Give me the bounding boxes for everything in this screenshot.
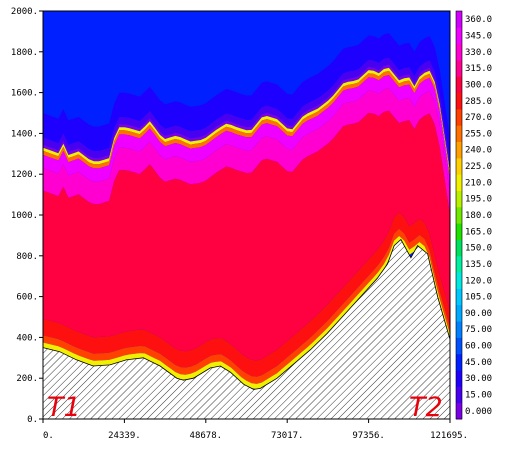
inversion-layer-violet <box>43 64 450 173</box>
y-tick-label: 1800. <box>11 48 38 58</box>
colorbar-label: 240.0 <box>465 146 492 156</box>
y-axis: 0. 200. 400. 600. 800. 1000. 1200. 1400. 1600. 18… <box>11 7 43 425</box>
colorbar-label: 195.0 <box>465 195 492 205</box>
y-tick-label: 1400. <box>11 129 38 139</box>
colorbar-label: 255.0 <box>465 129 492 139</box>
y-tick-label: 800. <box>16 252 38 262</box>
colorbar-label: 345.0 <box>465 32 492 42</box>
colorbar-swatch <box>456 239 462 257</box>
x-tick-label: 24339. <box>108 431 141 441</box>
y-tick-label: 1200. <box>11 170 38 180</box>
colorbar-label: 150.0 <box>465 244 492 254</box>
y-tick-label: 0. <box>27 415 38 425</box>
colorbar-swatch <box>456 92 462 110</box>
inversion-layer-orange <box>43 70 450 180</box>
colorbar-label: 285.0 <box>465 97 492 107</box>
colorbar-label: 45.00 <box>465 358 492 368</box>
inversion-layer-yellow <box>43 67 450 176</box>
colorbar-label: 60.00 <box>465 342 492 352</box>
y-tick-label: 400. <box>16 333 38 343</box>
near-surface-orange <box>43 228 450 384</box>
colorbar-label: 315.0 <box>465 64 492 74</box>
colorbar-label: 300.0 <box>465 80 492 90</box>
field-contours <box>43 11 450 419</box>
colorbar-swatch <box>456 157 462 175</box>
colorbar-swatch <box>456 141 462 159</box>
colorbar-swatch <box>456 76 462 94</box>
colorbar-label: 90.00 <box>465 309 492 319</box>
colorbar-swatch <box>456 125 462 142</box>
colorbar-swatch <box>456 108 462 126</box>
colorbar-swatch <box>456 337 462 355</box>
colorbar-swatch <box>456 206 462 224</box>
mid-pink-band <box>43 88 450 215</box>
upper-blue-band <box>43 33 450 163</box>
colorbar-swatch <box>456 223 462 240</box>
colorbar-swatch <box>456 386 462 404</box>
colorbar: 0.000 15.00 30.00 45.00 60.00 75.00 90.00 105.0… <box>455 10 492 420</box>
colorbar-label: 105.0 <box>465 293 492 303</box>
y-tick-label: 1000. <box>11 211 38 221</box>
colorbar-label: 15.00 <box>465 391 492 401</box>
near-surface-yellow <box>43 236 450 389</box>
colorbar-swatch <box>456 27 462 45</box>
colorbar-label: 135.0 <box>465 260 492 270</box>
colorbar-label: 120.0 <box>465 276 492 286</box>
y-tick-label: 2000. <box>11 7 38 17</box>
terrain-profile <box>43 238 450 419</box>
colorbar-swatch <box>456 370 462 387</box>
x-tick-label: 0. <box>43 431 54 441</box>
marker-t2: T2 <box>409 392 443 423</box>
x-tick-label: 48678. <box>190 431 223 441</box>
colorbar-label: 330.0 <box>465 48 492 58</box>
x-tick-label: 73017. <box>271 431 304 441</box>
colorbar-swatch <box>456 402 462 420</box>
colorbar-frame <box>455 10 463 420</box>
mid-magenta-band <box>43 75 450 193</box>
colorbar-swatch <box>456 60 462 77</box>
plot-area <box>43 11 450 419</box>
colorbar-swatch <box>456 353 462 371</box>
colorbar-swatch <box>456 11 462 28</box>
colorbar-label: 30.00 <box>465 374 492 384</box>
colorbar-label: 270.0 <box>465 113 492 123</box>
boundary-layer-red <box>43 110 450 361</box>
colorbar-swatch <box>456 174 462 191</box>
y-tick-label: 600. <box>16 293 38 303</box>
colorbar-label: 180.0 <box>465 211 492 221</box>
x-tick-label: 97356. <box>352 431 385 441</box>
colorbar-swatch <box>456 43 462 61</box>
colorbar-swatch <box>456 321 462 338</box>
colorbar-swatch <box>456 255 462 273</box>
colorbar-label: 0.000 <box>465 407 492 417</box>
colorbar-label: 225.0 <box>465 162 492 172</box>
colorbar-label: 165.0 <box>465 227 492 237</box>
x-axis: 0. 24339. 48678. 73017. 97356. 121695. <box>42 419 468 441</box>
marker-t1: T1 <box>47 392 81 423</box>
y-tick-label: 1600. <box>11 89 38 99</box>
colorbar-label: 360.0 <box>465 15 492 25</box>
y-tick-label: 200. <box>16 374 38 384</box>
colorbar-label: 210.0 <box>465 178 492 188</box>
colorbar-swatch <box>456 190 462 208</box>
colorbar-swatch <box>456 272 462 289</box>
x-tick-label: 121695. <box>430 431 468 441</box>
colorbar-swatch <box>456 288 462 306</box>
near-surface-red <box>43 212 450 377</box>
colorbar-label: 75.00 <box>465 325 492 335</box>
upper-deep-blue-band <box>43 57 450 170</box>
colorbar-swatch <box>456 304 462 322</box>
